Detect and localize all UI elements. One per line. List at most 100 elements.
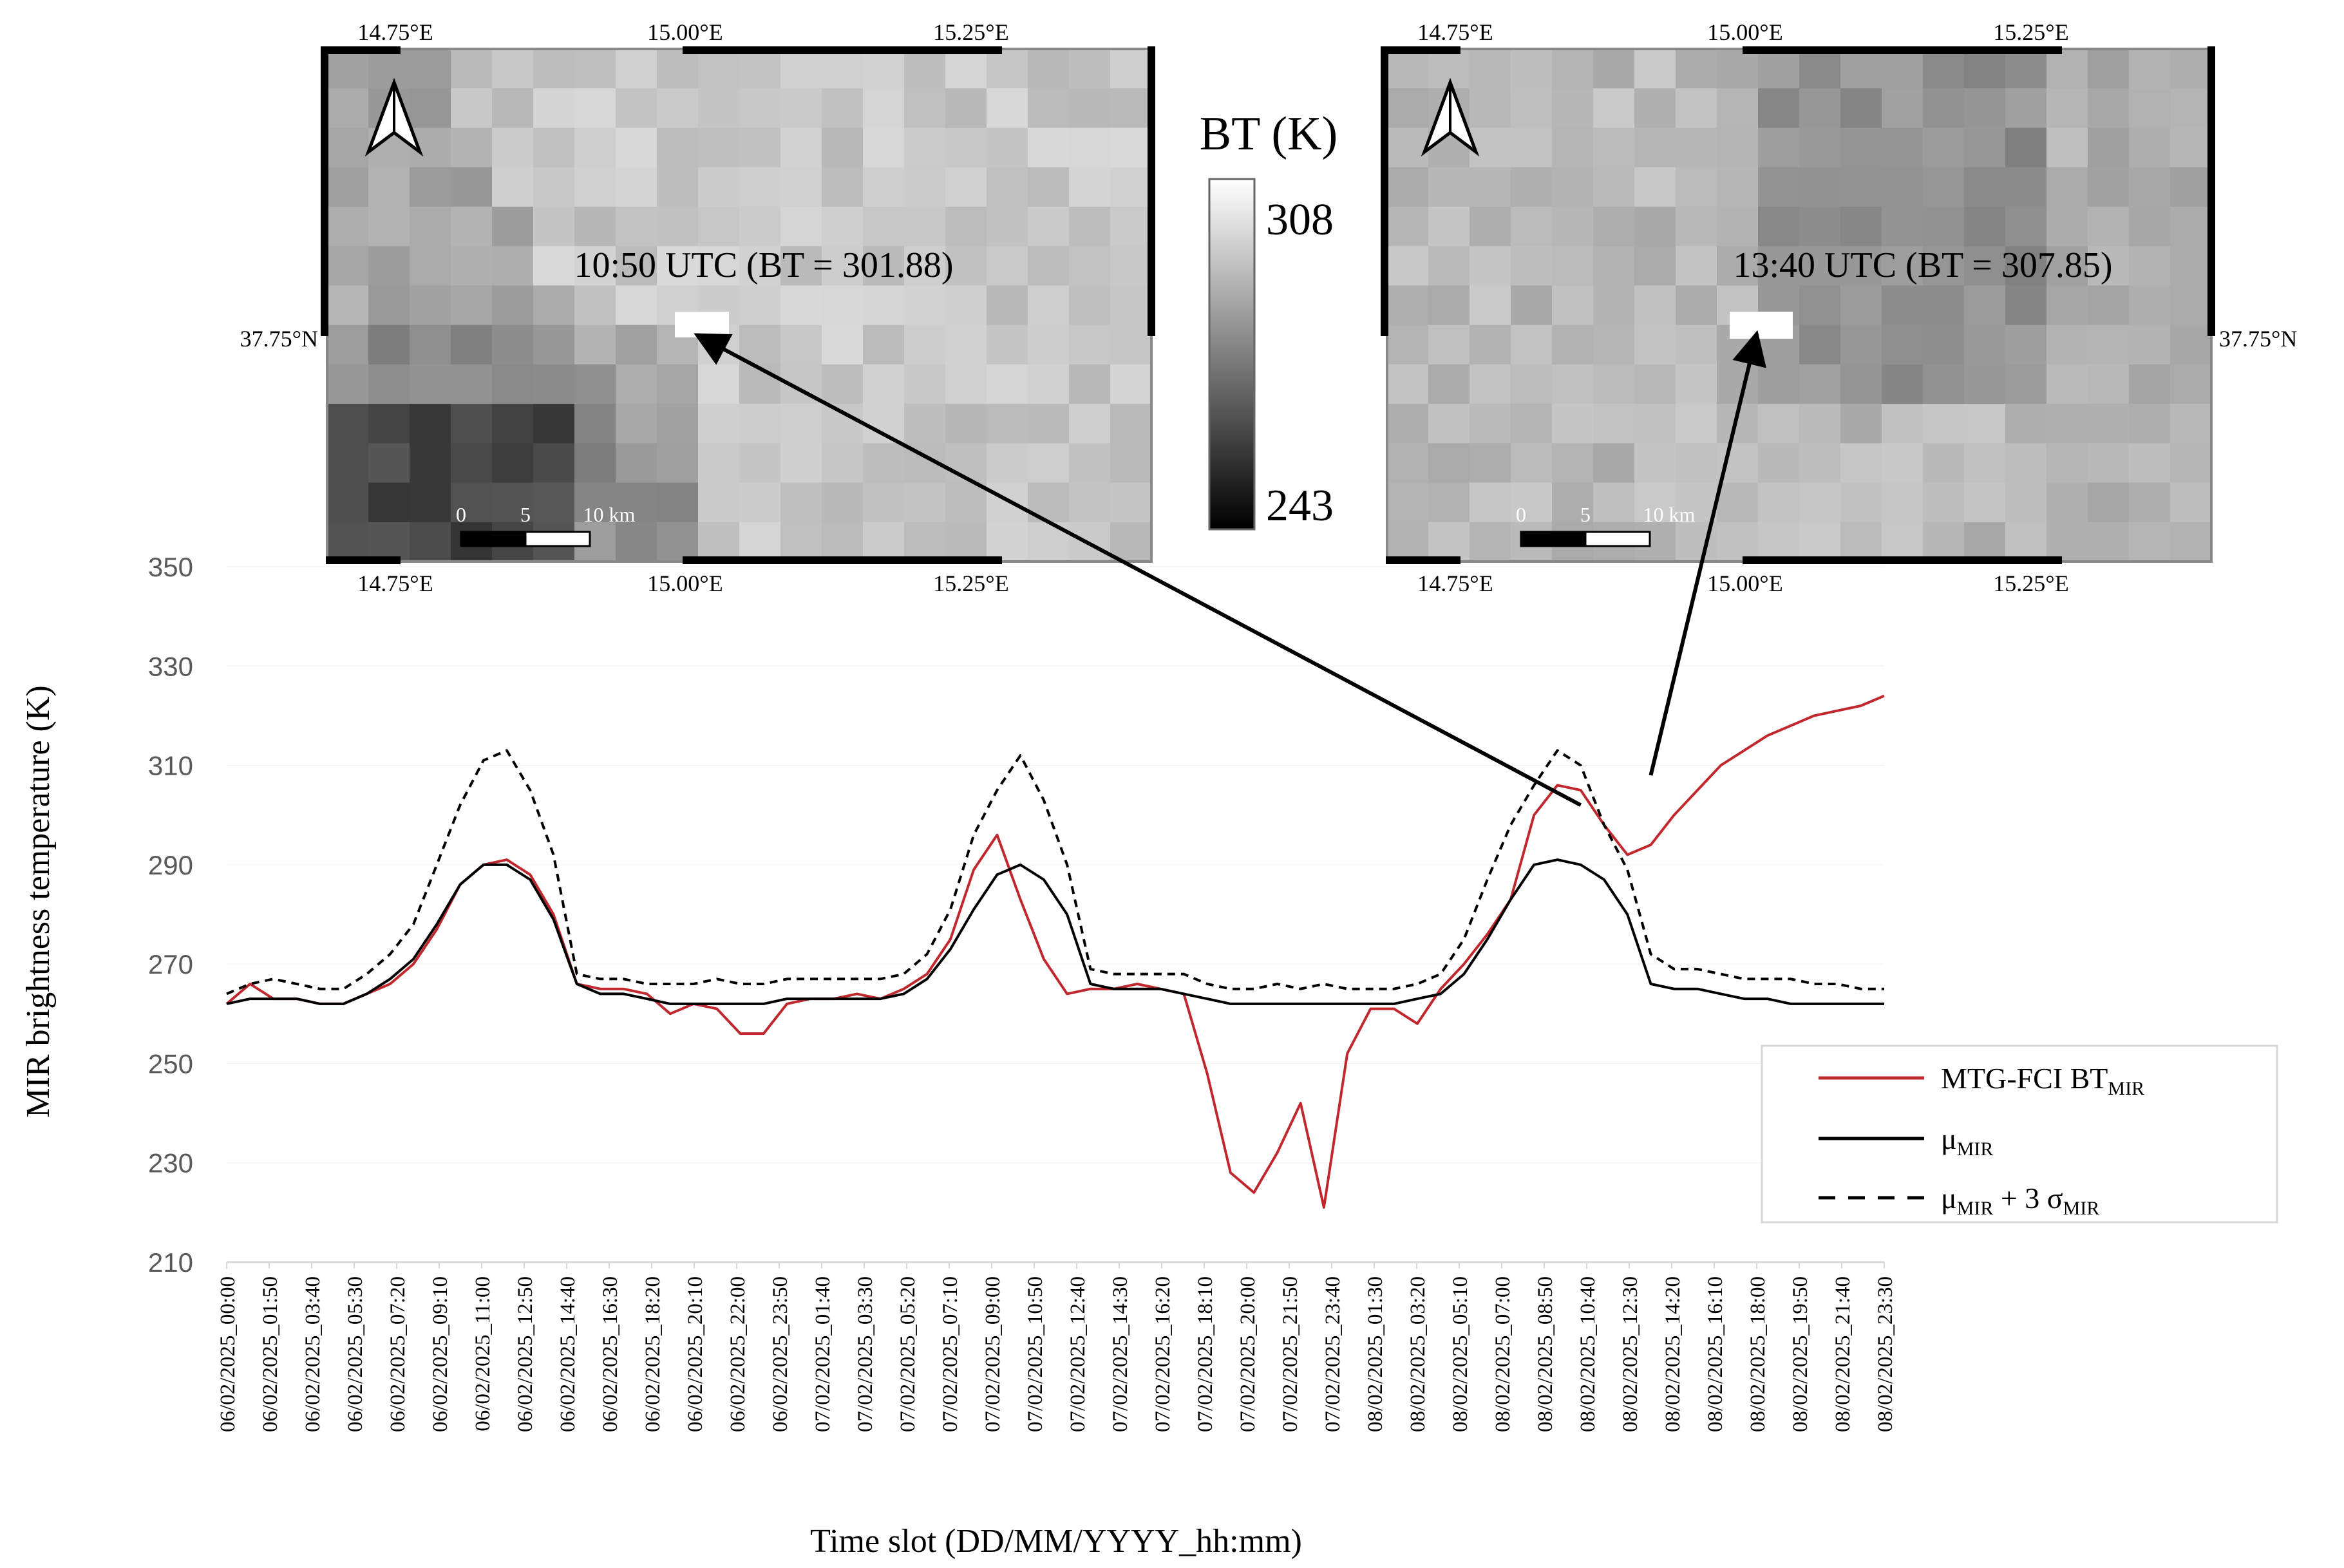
map-pixel <box>1470 482 1511 523</box>
map-left: 10:50 UTC (BT = 301.88) 0 5 10 km 14.75°… <box>240 19 1155 596</box>
map-pixel <box>368 167 410 207</box>
map-pixel <box>368 49 410 90</box>
map-pixel <box>863 49 905 90</box>
x-tick-label: 08/02/2025_12:30 <box>1619 1276 1642 1432</box>
map-pixel <box>1634 285 1676 326</box>
map-pixel <box>657 167 699 207</box>
map-pixel <box>1387 49 1429 90</box>
map-pixel <box>863 128 905 168</box>
map-pixel <box>1428 285 1470 326</box>
map-pixel <box>987 364 1028 404</box>
x-tick-label: 08/02/2025_07:00 <box>1491 1276 1515 1432</box>
map-pixel <box>1470 364 1511 404</box>
map-pixel <box>2129 206 2171 247</box>
map-pixel <box>739 285 781 326</box>
map-pixel <box>863 482 905 523</box>
y-tick-label: 270 <box>148 949 193 979</box>
map-pixel <box>945 128 987 168</box>
map-pixel <box>1511 88 1553 129</box>
map-pixel <box>1923 325 1965 365</box>
map-pixel <box>616 482 657 523</box>
map-pixel <box>1028 206 1070 247</box>
map-pixel <box>1882 206 1923 247</box>
map-pixel <box>987 522 1028 562</box>
map-pixel <box>1634 206 1676 247</box>
x-tick-label: 07/02/2025_20:00 <box>1236 1276 1260 1432</box>
map-pixel <box>2046 128 2088 168</box>
map-pixel <box>1552 285 1594 326</box>
map-pixel <box>1387 206 1429 247</box>
map-pixel <box>1110 88 1152 129</box>
map-pixel <box>945 88 987 129</box>
map-pixel <box>780 325 822 365</box>
map-pixel <box>2129 404 2171 444</box>
map-pixel <box>1923 364 1965 404</box>
lat-label-left: 37.75°N <box>240 326 318 352</box>
map-pixel <box>1511 443 1553 484</box>
map-pixel <box>780 443 822 484</box>
map-pixel <box>1840 443 1882 484</box>
map-pixel <box>2088 285 2130 326</box>
map-pixel <box>368 206 410 247</box>
lat-label-right: 37.75°N <box>2219 326 2297 352</box>
map-pixel <box>1069 285 1111 326</box>
map-pixel <box>533 285 575 326</box>
map-pixel <box>1799 522 1841 562</box>
map-pixel <box>863 325 905 365</box>
map-pixel <box>2129 128 2171 168</box>
map-pixel <box>1028 128 1070 168</box>
map-pixel <box>2088 443 2130 484</box>
x-tick-label: 06/02/2025_00:00 <box>216 1276 240 1432</box>
map-pixel <box>1923 246 1965 287</box>
map-pixel <box>1110 522 1152 562</box>
map-pixel <box>822 128 864 168</box>
map-pixel <box>1676 167 1717 207</box>
map-pixel <box>904 206 946 247</box>
map-pixel <box>2046 364 2088 404</box>
map-pixel <box>1387 88 1429 129</box>
map-pixel <box>2170 206 2212 247</box>
map-pixel <box>1511 325 1553 365</box>
map-pixel <box>2088 246 2130 287</box>
map-pixel <box>1028 167 1070 207</box>
y-tick-label: 330 <box>148 651 193 681</box>
map-pixel <box>2046 522 2088 562</box>
map-pixel <box>410 404 451 444</box>
map-pixel <box>1799 49 1841 90</box>
map-pixel <box>1758 482 1800 523</box>
map-pixel <box>2129 88 2171 129</box>
map-pixel <box>739 443 781 484</box>
map-pixel <box>1964 49 2006 90</box>
map-pixel <box>2005 128 2047 168</box>
map-pixel <box>574 246 616 287</box>
map-pixel <box>987 404 1028 444</box>
map-pixel <box>822 49 864 90</box>
map-pixel <box>863 443 905 484</box>
map-left-hotspot <box>675 312 729 337</box>
map-pixel <box>987 285 1028 326</box>
map-pixel <box>1028 364 1070 404</box>
map-pixel <box>451 482 493 523</box>
map-pixel <box>1552 49 1594 90</box>
map-pixel <box>1634 364 1676 404</box>
map-pixel <box>410 522 451 562</box>
map-pixel <box>1882 167 1923 207</box>
map-pixel <box>533 364 575 404</box>
map-pixel <box>1964 482 2006 523</box>
map-pixel <box>616 246 657 287</box>
map-pixel <box>987 443 1028 484</box>
map-pixel <box>2046 482 2088 523</box>
map-pixel <box>2046 404 2088 444</box>
map-pixel <box>1511 364 1553 404</box>
x-tick-label: 07/02/2025_05:20 <box>896 1276 920 1432</box>
map-pixel <box>904 88 946 129</box>
map-pixel <box>1387 128 1429 168</box>
map-pixel <box>1799 128 1841 168</box>
map-pixel <box>1593 285 1635 326</box>
map-pixel <box>1634 246 1676 287</box>
map-pixel <box>1676 443 1717 484</box>
map-pixel <box>2005 404 2047 444</box>
map-pixel <box>616 206 657 247</box>
map-pixel <box>2088 482 2130 523</box>
map-pixel <box>410 206 451 247</box>
